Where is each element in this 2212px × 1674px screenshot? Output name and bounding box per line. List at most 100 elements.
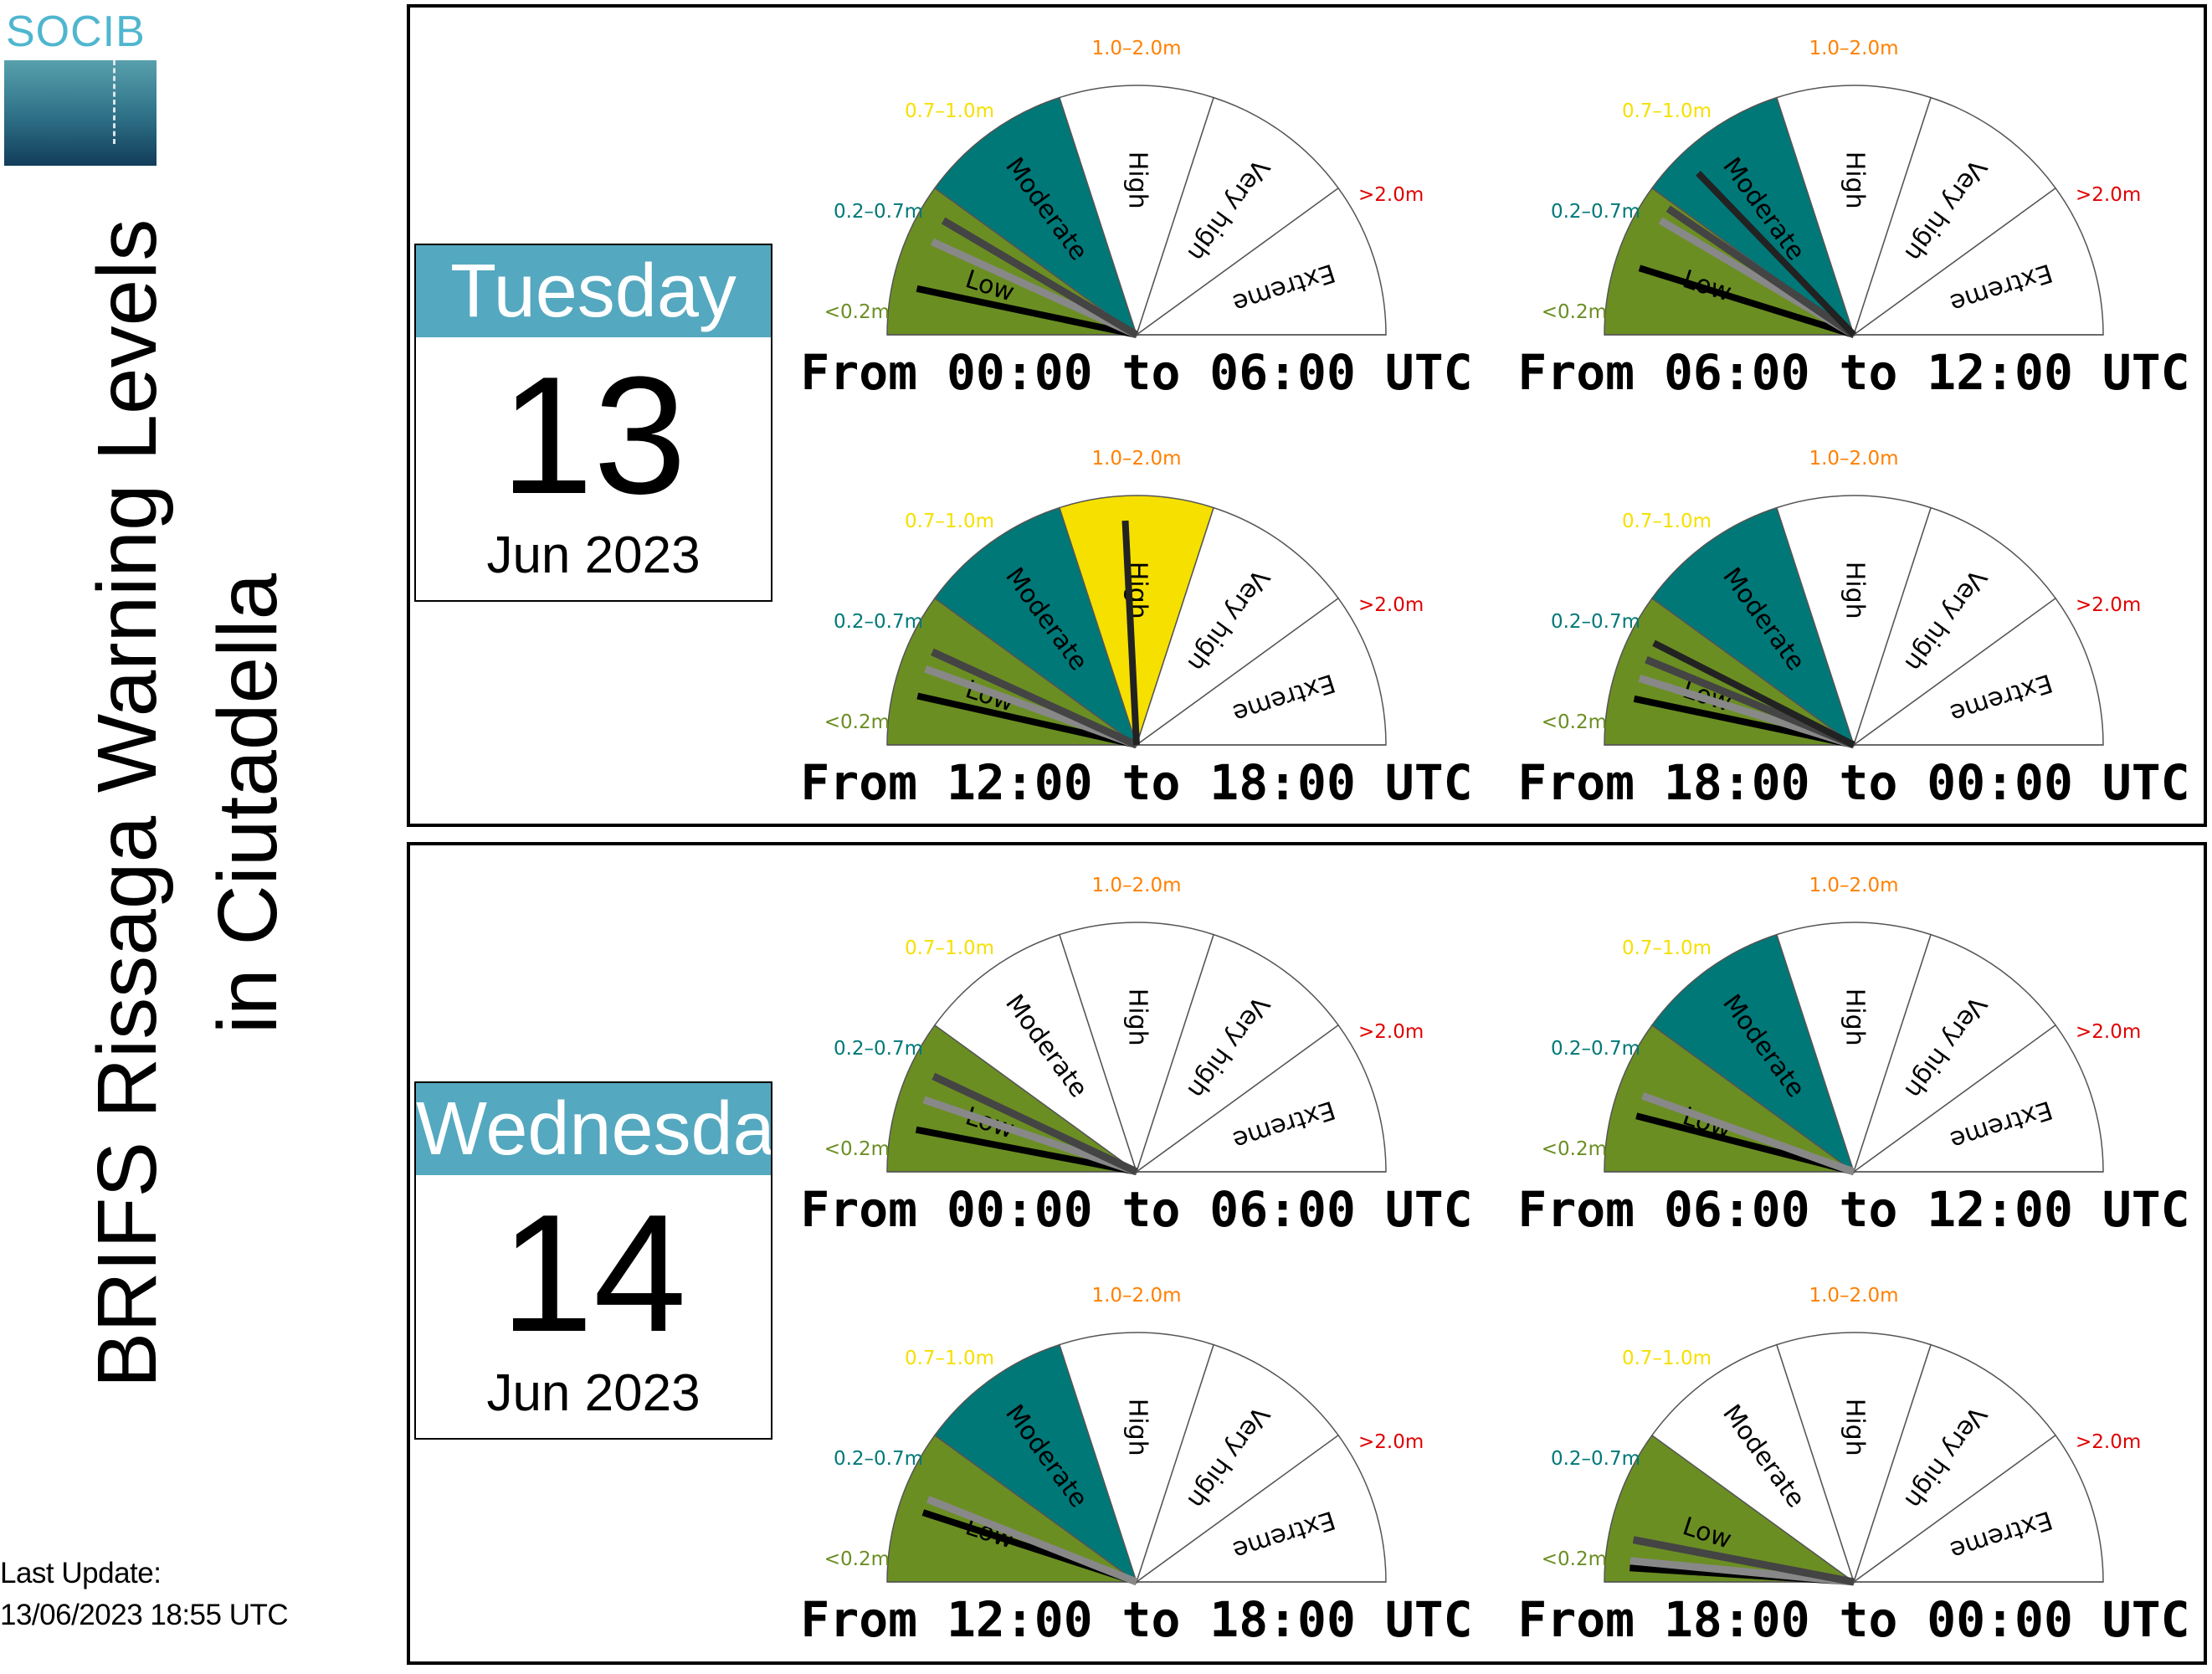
gauge-sector-very-high	[1852, 506, 2057, 747]
range-label: >2.0m	[1358, 1021, 1424, 1043]
gauge-sector-extreme	[1134, 187, 1387, 336]
range-label: 0.7–1.0m	[1622, 511, 1712, 532]
gauge-sector-low	[886, 1434, 1139, 1583]
gauge-needle	[915, 1126, 1137, 1175]
gauge-sector-moderate	[933, 96, 1138, 336]
gauge-sector-high	[1775, 85, 1932, 337]
range-label: 0.7–1.0m	[905, 1348, 994, 1369]
level-label: High	[1123, 151, 1152, 209]
range-label: 0.7–1.0m	[1622, 100, 1712, 122]
last-update: Last Update: 13/06/2023 18:55 UTC	[0, 1553, 289, 1636]
last-update-value: 13/06/2023 18:55 UTC	[0, 1599, 289, 1631]
socib-logo: SOCIB	[4, 7, 157, 166]
level-label: High	[1840, 1399, 1870, 1456]
gauge-sector-very-high	[1135, 506, 1340, 747]
gauge-sector-extreme	[1851, 597, 2104, 746]
gauge-sector-very-high	[1135, 1343, 1340, 1584]
day-number: 13	[500, 342, 687, 529]
gauge-sector-high	[1058, 495, 1215, 747]
range-label: 1.0–2.0m	[1091, 38, 1181, 59]
gauge-sector-extreme	[1134, 1024, 1387, 1173]
gauge-needle	[1121, 520, 1140, 746]
range-label: 1.0–2.0m	[1809, 448, 1898, 470]
range-label: 0.7–1.0m	[1622, 937, 1712, 959]
period-caption: From 00:00 to 06:00 UTC	[800, 1181, 1472, 1238]
logo-wave-graphic	[4, 60, 157, 166]
day-panel-tuesday: Tuesday 13 Jun 2023	[407, 4, 2207, 827]
period-caption: From 12:00 to 18:00 UTC	[800, 1591, 1472, 1648]
gauge-sector-moderate	[933, 1343, 1138, 1584]
gauge-sector-very-high	[1852, 1343, 2057, 1584]
range-label: >2.0m	[1358, 1431, 1424, 1453]
range-label: >2.0m	[2076, 1021, 2141, 1043]
gauge-sector-high	[1058, 85, 1215, 337]
level-label: High	[1840, 988, 1870, 1046]
month-year: Jun 2023	[486, 1364, 701, 1422]
range-label: >2.0m	[2076, 594, 2141, 616]
range-label: 0.7–1.0m	[1622, 1348, 1712, 1369]
level-label: High	[1840, 562, 1870, 619]
range-label: 1.0–2.0m	[1809, 1285, 1898, 1307]
month-year: Jun 2023	[486, 526, 701, 584]
period-caption: From 06:00 to 12:00 UTC	[1517, 1181, 2189, 1238]
range-label: 1.0–2.0m	[1809, 38, 1898, 59]
gauge-sector-moderate	[933, 506, 1138, 747]
range-label: 0.2–0.7m	[1551, 1448, 1640, 1470]
gauge-sector-extreme	[1851, 1024, 2104, 1173]
range-label: >2.0m	[2076, 184, 2141, 206]
logo-dash-line	[113, 60, 115, 144]
level-label: High	[1123, 1399, 1152, 1456]
weekday-label: Wednesday	[416, 1083, 771, 1175]
last-update-label: Last Update:	[0, 1557, 162, 1589]
gauge-needle	[1665, 205, 1856, 338]
range-label: <0.2m	[824, 301, 890, 323]
range-label: 1.0–2.0m	[1091, 448, 1181, 470]
period-caption: From 06:00 to 12:00 UTC	[1517, 344, 2189, 401]
gauge-sector-high	[1058, 922, 1215, 1174]
range-label: 1.0–2.0m	[1091, 1285, 1181, 1307]
gauge-needle	[931, 648, 1138, 749]
range-label: 0.2–0.7m	[834, 201, 923, 223]
day-number: 14	[500, 1180, 687, 1367]
gauge-sector-very-high	[1852, 933, 2057, 1173]
range-label: <0.2m	[1542, 1548, 1607, 1570]
range-label: <0.2m	[1542, 711, 1607, 733]
range-label: 0.7–1.0m	[905, 100, 994, 122]
range-label: <0.2m	[1542, 301, 1607, 323]
gauge-sector-high	[1775, 922, 1932, 1174]
gauge-sector-moderate	[1650, 1343, 1855, 1584]
period-caption: From 18:00 to 00:00 UTC	[1517, 1591, 2189, 1648]
gauge-needle	[1696, 171, 1856, 337]
range-label: 1.0–2.0m	[1809, 875, 1898, 896]
range-label: 0.2–0.7m	[1551, 201, 1640, 223]
period-caption: From 18:00 to 00:00 UTC	[1517, 754, 2189, 811]
level-label: High	[1123, 988, 1152, 1046]
gauge-needle	[1641, 1091, 1855, 1176]
gauge-sector-moderate	[1650, 506, 1855, 747]
range-label: 0.7–1.0m	[905, 511, 994, 532]
range-label: >2.0m	[1358, 184, 1424, 206]
gauge-sector-high	[1058, 1332, 1215, 1584]
gauge-needle	[926, 1496, 1138, 1586]
range-label: 0.7–1.0m	[905, 937, 994, 959]
gauge-needle	[932, 1072, 1138, 1176]
range-label: >2.0m	[1358, 594, 1424, 616]
gauge-sector-moderate	[1650, 96, 1855, 336]
gauge-needle	[1638, 264, 1855, 338]
range-label: <0.2m	[1542, 1138, 1607, 1160]
range-label: 0.2–0.7m	[834, 611, 923, 633]
period-caption: From 00:00 to 06:00 UTC	[800, 344, 1472, 401]
range-label: <0.2m	[824, 1138, 890, 1160]
gauge-sector-extreme	[1851, 187, 2104, 336]
gauge-sector-very-high	[1135, 96, 1340, 336]
gauge-needle	[1652, 639, 1855, 748]
gauge-sector-high	[1775, 1332, 1932, 1584]
gauge-sector-low	[1604, 1024, 1856, 1173]
